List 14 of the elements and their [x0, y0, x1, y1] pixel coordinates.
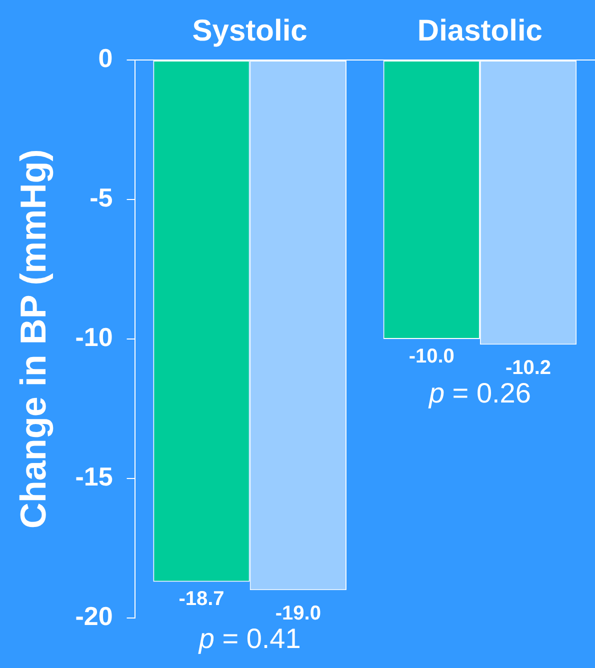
y-tick-label: -20: [75, 601, 113, 632]
text: p = 0.41: [198, 622, 301, 654]
y-tick-label: -10: [75, 322, 113, 352]
data-label: -10.2: [505, 357, 552, 380]
data-label: -18.7: [178, 588, 224, 610]
y-tick-label: -15: [75, 462, 113, 492]
x-tick-label: Systolic: [192, 14, 308, 48]
y-axis-title: Change in BP (mmHg): [12, 149, 54, 529]
data-label: -19.0: [275, 602, 321, 625]
y-tick-label: -5: [90, 182, 113, 213]
data-label: -10.0: [408, 346, 454, 368]
annotation: p = 0.26: [428, 377, 531, 408]
y-tick-label: 0: [98, 43, 113, 74]
x-tick-label: Diastolic: [417, 14, 542, 48]
